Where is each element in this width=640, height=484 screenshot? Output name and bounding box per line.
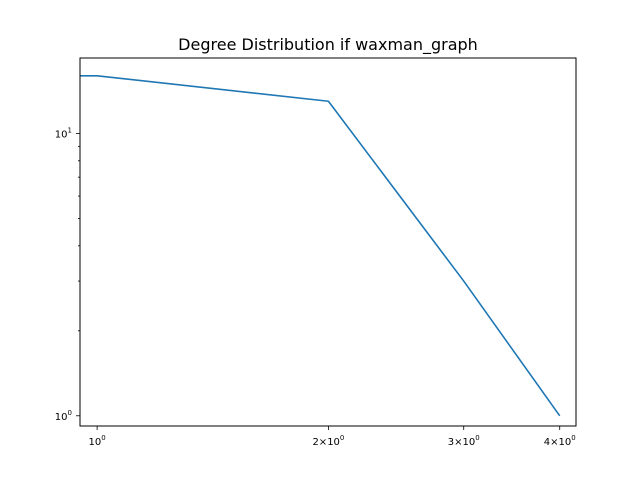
series-line: [80, 75, 561, 417]
plot-frame: [79, 57, 577, 427]
x-tick-label: 3×100: [448, 434, 480, 448]
lines-layer: [80, 75, 561, 417]
x-tick-label: 4×100: [544, 434, 576, 448]
chart-title: Degree Distribution if waxman_graph: [178, 35, 478, 55]
x-tick-label: 2×100: [312, 434, 344, 448]
